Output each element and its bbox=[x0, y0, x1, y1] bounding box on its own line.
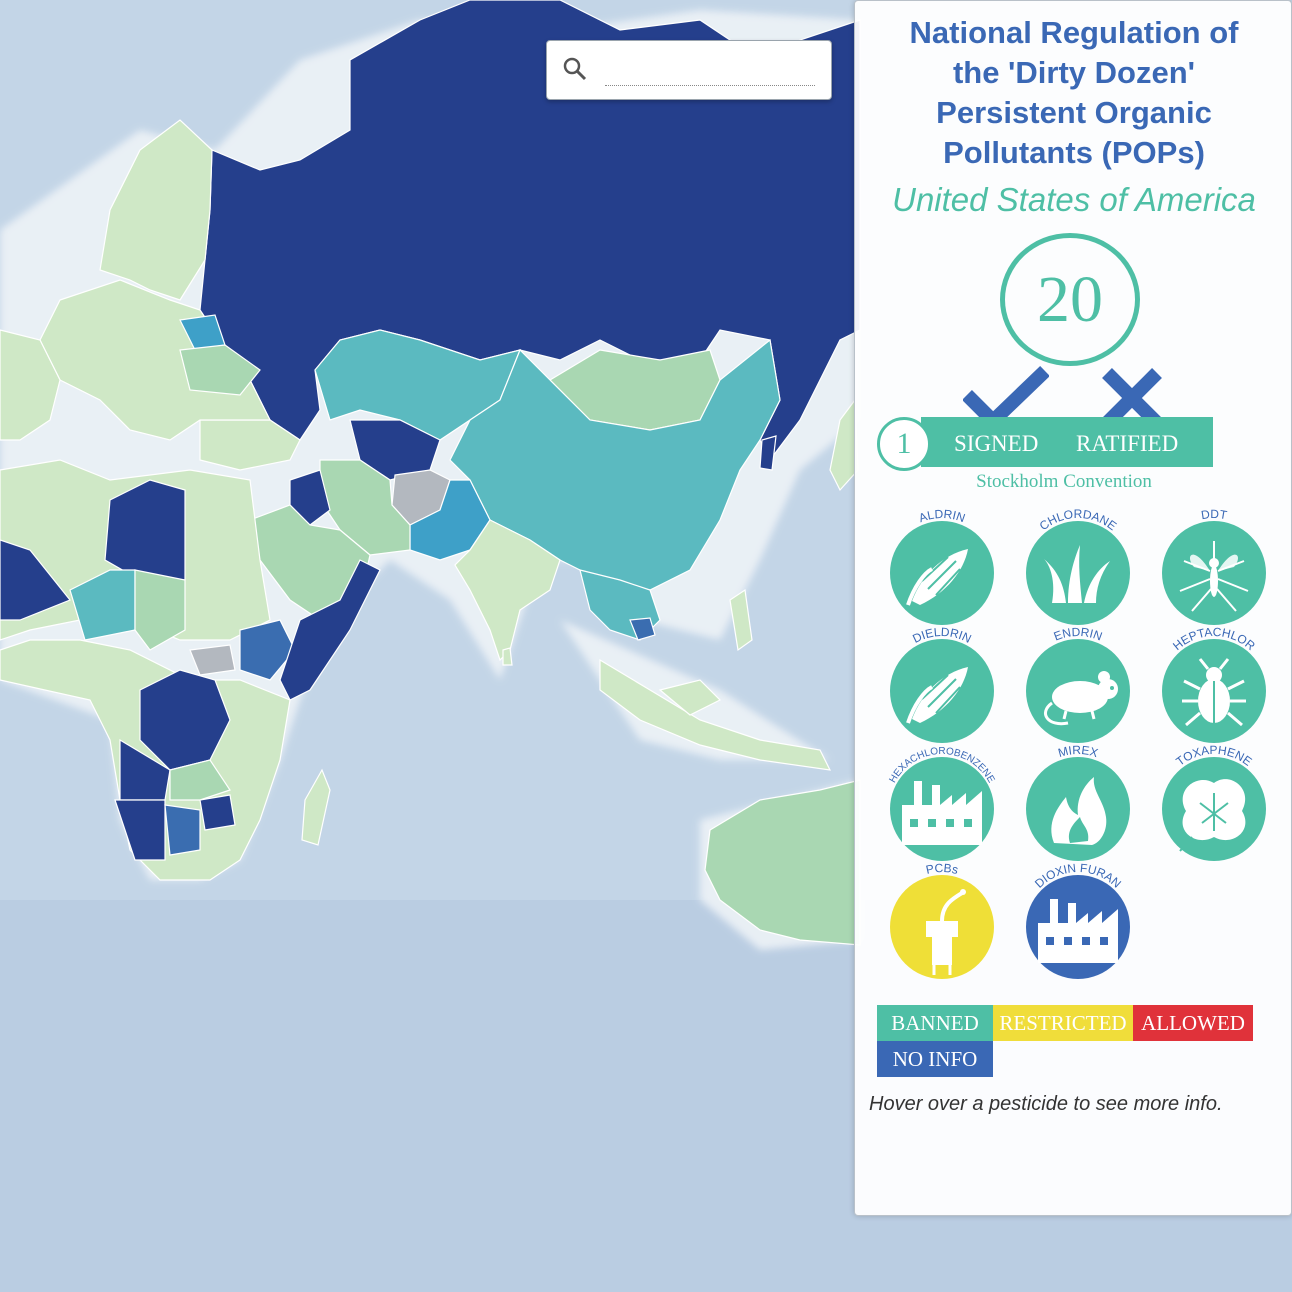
country-iraq[interactable] bbox=[289, 469, 331, 526]
country-drc[interactable] bbox=[139, 669, 231, 771]
hover-hint: Hover over a pesticide to see more info. bbox=[869, 1093, 1223, 1115]
corn-icon bbox=[906, 667, 968, 724]
pollutant-icon-svg: CHLORDANE bbox=[1026, 507, 1130, 625]
grass-icon bbox=[1044, 545, 1110, 603]
cotton-icon bbox=[1179, 779, 1246, 852]
country-malaysia[interactable] bbox=[658, 679, 722, 716]
title-line: Persistent Organic bbox=[936, 95, 1212, 130]
factory-icon bbox=[902, 781, 982, 845]
pollutant-icon-svg: DIOXIN FURAN bbox=[1026, 861, 1130, 979]
selected-country: United States of America bbox=[892, 181, 1256, 218]
pollutant-icon-svg: HEXACHLOROBENZENE bbox=[888, 746, 997, 861]
country-botswana[interactable] bbox=[164, 804, 201, 856]
country-india[interactable] bbox=[454, 519, 561, 662]
pollutant-hexachlorobenzene[interactable]: HEXACHLOROBENZENE bbox=[877, 741, 1007, 861]
country-sri-lanka[interactable] bbox=[502, 647, 513, 666]
country-ethiopia[interactable] bbox=[239, 619, 296, 681]
country-chad[interactable] bbox=[134, 569, 186, 651]
country-iran[interactable] bbox=[319, 459, 411, 556]
cross-icon bbox=[1102, 368, 1162, 428]
convention-name: Stockholm Convention bbox=[976, 471, 1152, 492]
country-korea[interactable] bbox=[759, 435, 777, 471]
title-line: National Regulation of bbox=[909, 15, 1239, 50]
plug-icon bbox=[926, 889, 966, 975]
country-zambia[interactable] bbox=[169, 759, 231, 801]
region-europe[interactable] bbox=[39, 279, 271, 441]
rat-icon bbox=[1044, 671, 1118, 726]
country-japan[interactable] bbox=[829, 398, 859, 492]
pollutant-icon-svg: DIELDRIN bbox=[890, 625, 994, 743]
pollutant-dieldrin[interactable]: DIELDRIN bbox=[877, 623, 1007, 743]
signed-label: SIGNED bbox=[954, 431, 1039, 456]
beetle-icon bbox=[1182, 658, 1246, 727]
pollutant-dioxin-furan[interactable]: DIOXIN FURAN bbox=[1013, 859, 1143, 979]
pollutant-label: ENDRIN bbox=[1052, 625, 1104, 644]
corn-icon bbox=[906, 549, 968, 606]
pollutant-label: PCBs bbox=[925, 861, 960, 877]
countries[interactable] bbox=[0, 0, 861, 946]
country-madagascar[interactable] bbox=[301, 768, 331, 846]
region-scandinavia[interactable] bbox=[99, 119, 213, 301]
title-line: Pollutants (POPs) bbox=[943, 135, 1205, 170]
pollutant-label: DDT bbox=[1200, 507, 1229, 522]
country-philippines[interactable] bbox=[729, 588, 753, 652]
region-west-europe[interactable] bbox=[0, 329, 61, 441]
country-ukraine[interactable] bbox=[179, 344, 261, 396]
pollutant-chlordane[interactable]: CHLORDANE bbox=[1013, 505, 1143, 625]
pollutant-ddt[interactable]: DDT bbox=[1149, 505, 1279, 625]
pollutant-count: 20 bbox=[1000, 233, 1140, 366]
country-south-sudan[interactable] bbox=[189, 644, 236, 676]
pollutant-aldrin[interactable]: ALDRIN bbox=[877, 505, 1007, 625]
legend-no-info: NO INFO bbox=[877, 1041, 993, 1077]
pollutant-pcbs[interactable]: PCBs bbox=[877, 859, 1007, 979]
factory-icon bbox=[1038, 899, 1118, 963]
country-mali[interactable] bbox=[0, 539, 71, 621]
pollutant-icon-svg: HEPTACHLOR bbox=[1162, 625, 1266, 743]
pollutant-icon-svg: PCBs bbox=[890, 861, 994, 979]
pollutant-label: ALDRIN bbox=[917, 507, 967, 525]
info-panel: National Regulation of the 'Dirty Dozen'… bbox=[854, 0, 1292, 1216]
legend-allowed: ALLOWED bbox=[1133, 1005, 1253, 1041]
pollutant-icon-svg: ENDRIN bbox=[1026, 625, 1130, 743]
title-line: the 'Dirty Dozen' bbox=[952, 55, 1196, 90]
legend-restricted: RESTRICTED bbox=[993, 1005, 1133, 1041]
pollutant-label: DIELDRIN bbox=[910, 625, 973, 646]
mosquito-icon bbox=[1179, 541, 1249, 612]
country-namibia[interactable] bbox=[114, 799, 166, 861]
convention-number: 1 bbox=[877, 417, 931, 471]
country-australia[interactable] bbox=[704, 779, 861, 946]
country-somalia[interactable] bbox=[279, 559, 381, 701]
pollutant-icon-svg: TOXAPHENE bbox=[1162, 743, 1266, 861]
pollutant-icon-svg: DDT bbox=[1162, 507, 1266, 625]
country-cambodia[interactable] bbox=[629, 617, 656, 641]
pollutant-heptachlor[interactable]: HEPTACHLOR bbox=[1149, 623, 1279, 743]
country-zimbabwe[interactable] bbox=[199, 794, 236, 831]
panel-title: National Regulation of the 'Dirty Dozen'… bbox=[855, 13, 1292, 173]
ratified-label: RATIFIED bbox=[1076, 431, 1179, 456]
pollutant-endrin[interactable]: ENDRIN bbox=[1013, 623, 1143, 743]
search-input[interactable] bbox=[605, 57, 815, 86]
search-box[interactable] bbox=[546, 40, 832, 100]
pollutant-icon-svg: ALDRIN bbox=[890, 507, 994, 625]
pollutant-toxaphene[interactable]: TOXAPHENE bbox=[1149, 741, 1279, 861]
fire-icon bbox=[1051, 777, 1107, 845]
search-icon bbox=[563, 57, 587, 81]
pollutant-icon-svg: MIREX bbox=[1026, 743, 1130, 861]
legend-banned: BANNED bbox=[877, 1005, 993, 1041]
convention-bar bbox=[921, 417, 1213, 467]
pollutant-mirex[interactable]: MIREX bbox=[1013, 741, 1143, 861]
